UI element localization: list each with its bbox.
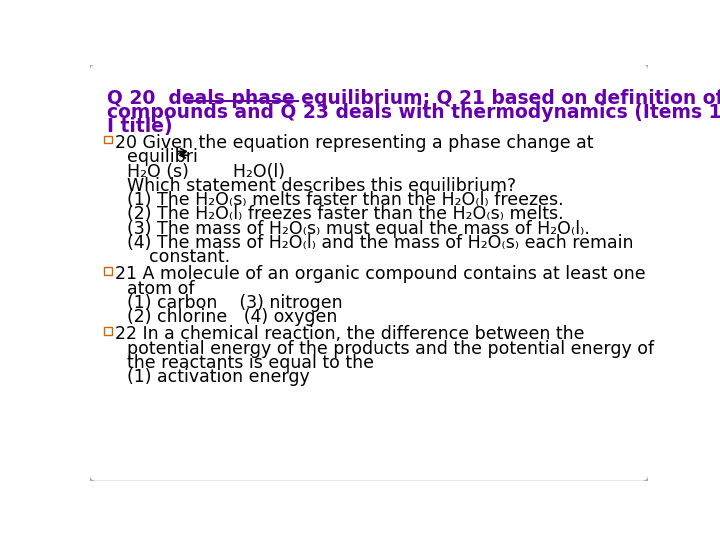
Text: constant.: constant.: [127, 248, 230, 266]
Text: 22 In a chemical reaction, the difference between the: 22 In a chemical reaction, the differenc…: [114, 326, 585, 343]
Text: (3) The mass of H₂O₍s₎ must equal the mass of H₂O₍l₎.: (3) The mass of H₂O₍s₎ must equal the ma…: [127, 220, 590, 238]
Text: atom of: atom of: [127, 280, 194, 298]
Text: 21 A molecule of an organic compound contains at least one: 21 A molecule of an organic compound con…: [114, 265, 645, 284]
Text: I title): I title): [107, 117, 173, 136]
FancyBboxPatch shape: [89, 63, 649, 482]
Text: (2) chlorine   (4) oxygen: (2) chlorine (4) oxygen: [127, 308, 338, 326]
Text: (1) carbon    (3) nitrogen: (1) carbon (3) nitrogen: [127, 294, 343, 312]
Text: Which statement describes this equilibrium?: Which statement describes this equilibri…: [127, 177, 516, 195]
Text: the reactants is equal to the: the reactants is equal to the: [127, 354, 374, 372]
Text: (1) activation energy: (1) activation energy: [127, 368, 310, 386]
Text: Q 20  deals phase equilibrium; Q 21 based on definition of organic: Q 20 deals phase equilibrium; Q 21 based…: [107, 90, 720, 109]
Text: H₂O (s)        H₂O(l): H₂O (s) H₂O(l): [127, 163, 285, 180]
Text: (2) The H₂O₍l₎ freezes faster than the H₂O₍s₎ melts.: (2) The H₂O₍l₎ freezes faster than the H…: [127, 205, 564, 224]
Text: (1) The H₂O₍s₎ melts faster than the H₂O₍l₎ freezes.: (1) The H₂O₍s₎ melts faster than the H₂O…: [127, 191, 564, 209]
Bar: [104, 327, 112, 335]
Bar: [104, 267, 112, 275]
Text: equilibri: equilibri: [127, 148, 198, 166]
Text: 20 Given the equation representing a phase change at: 20 Given the equation representing a pha…: [114, 134, 593, 152]
Text: (4) The mass of H₂O₍l₎ and the mass of H₂O₍s₎ each remain: (4) The mass of H₂O₍l₎ and the mass of H…: [127, 234, 634, 252]
Bar: [104, 136, 112, 143]
Text: compounds and Q 23 deals with thermodynamics (Items 120 &  Table: compounds and Q 23 deals with thermodyna…: [107, 103, 720, 122]
Text: potential energy of the products and the potential energy of: potential energy of the products and the…: [127, 340, 654, 357]
